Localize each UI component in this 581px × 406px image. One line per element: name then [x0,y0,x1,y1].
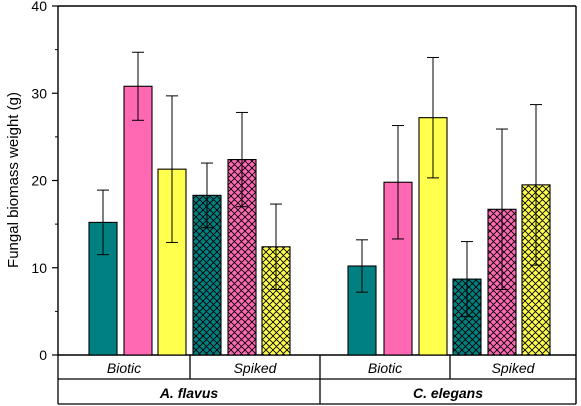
species-label: C. elegans [413,385,483,401]
error-bar [97,189,109,256]
bar-series [88,51,551,356]
error-bar [530,104,542,266]
error-bar [392,125,404,240]
y-tick-label: 10 [31,260,47,276]
error-bar [270,203,282,291]
error-bar [201,162,213,229]
y-tick-label: 0 [39,347,47,363]
error-bar [461,241,473,318]
treatment-label: Spiked [234,360,278,376]
error-bar [236,111,248,208]
treatment-label: Biotic [368,360,402,376]
bar [123,85,153,356]
error-bar [427,56,439,179]
treatment-label: Biotic [107,360,141,376]
error-bar [356,239,368,293]
y-tick-label: 20 [31,173,47,189]
y-tick-label: 30 [31,85,47,101]
error-bar [496,128,508,291]
error-bar [166,95,178,243]
y-axis-label: Fungal biomass weight (g) [5,92,22,268]
species-label: A. flavus [159,385,219,401]
category-labels: A. flavus Biotic Spiked C. elegans Biotic Spi… [57,355,576,405]
y-tick-label: 40 [31,0,47,14]
treatment-label: Spiked [492,360,536,376]
error-bar [132,51,144,121]
